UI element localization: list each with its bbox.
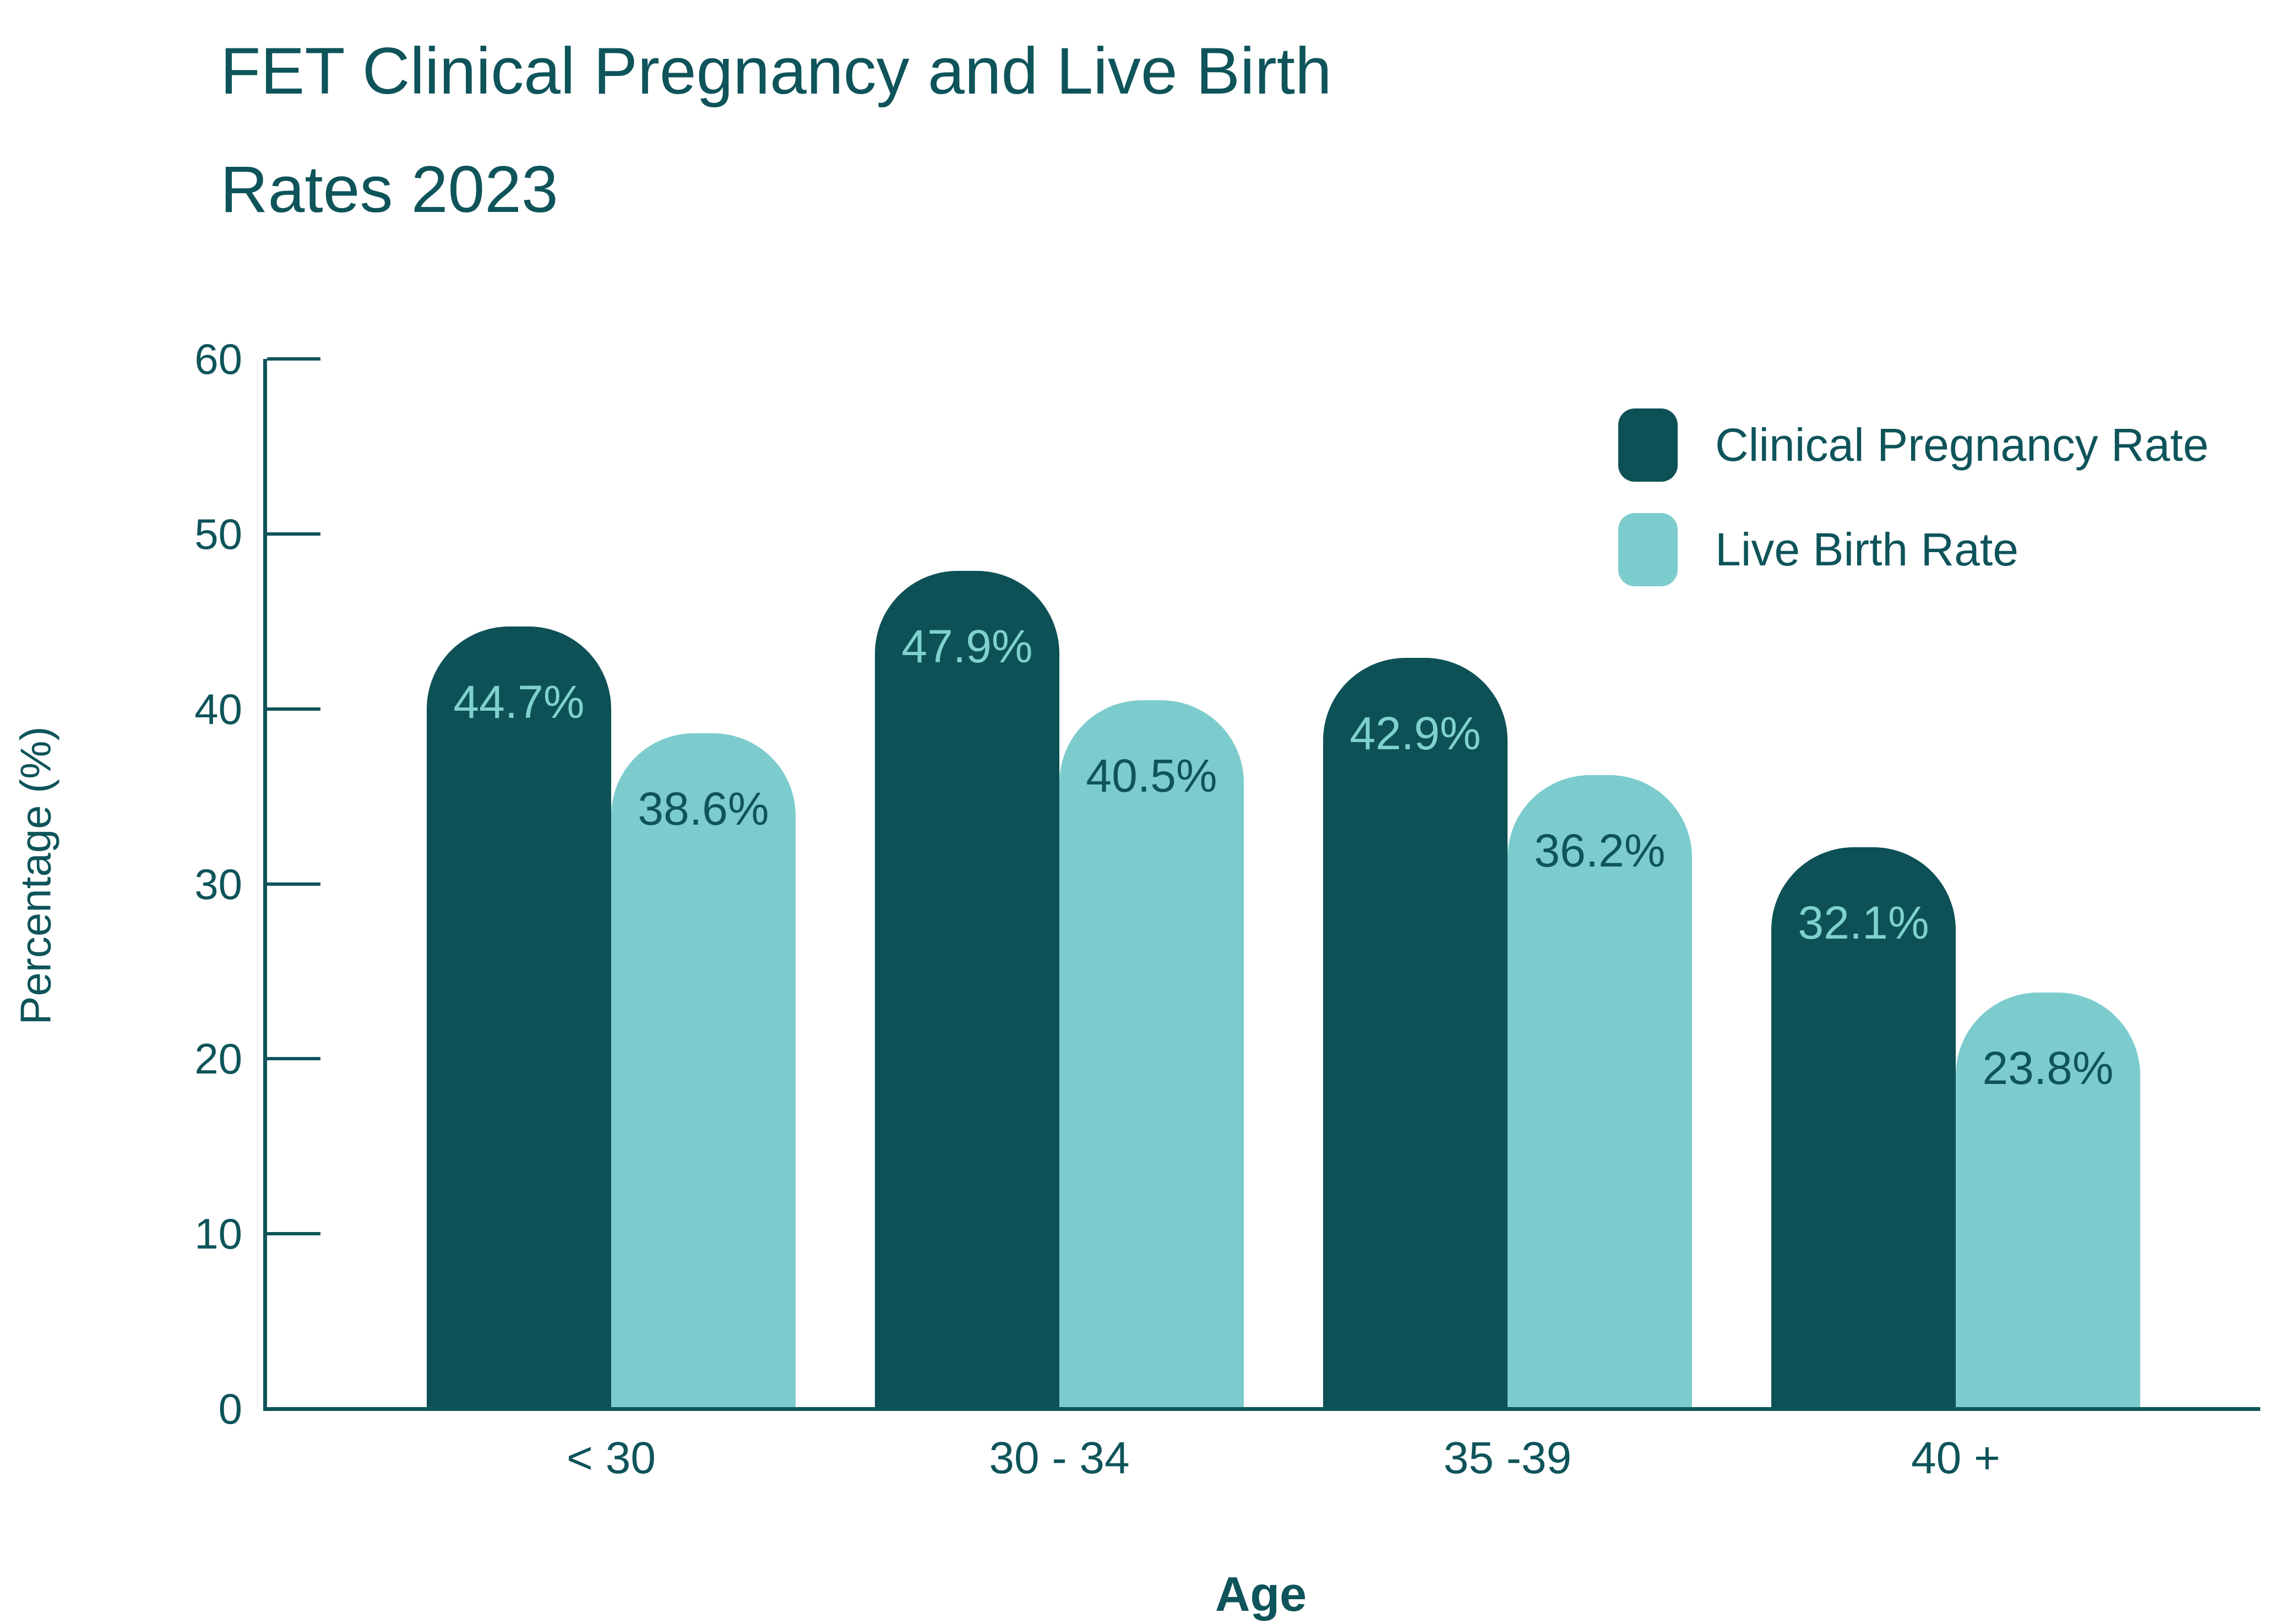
bar-live-birth: 23.8% [1956, 992, 2140, 1409]
chart-title-line2: Rates 2023 [220, 152, 558, 226]
x-category-label: 30 - 34 [989, 1433, 1130, 1483]
y-tick-50 [267, 532, 320, 536]
y-tick-label-0: 0 [218, 1385, 242, 1433]
bar-value-label: 36.2% [1534, 825, 1666, 877]
y-tick-10 [267, 1232, 320, 1236]
legend-swatch-live-birth-icon [1618, 513, 1678, 586]
y-tick-label-40: 40 [194, 684, 242, 733]
x-category-label: < 30 [567, 1433, 656, 1483]
y-tick-40 [267, 707, 320, 711]
bar-value-label: 40.5% [1086, 749, 1217, 802]
bar-value-label: 42.9% [1350, 707, 1481, 760]
bar-live-birth: 36.2% [1508, 775, 1692, 1409]
legend-label-clinical-pregnancy: Clinical Pregnancy Rate [1715, 419, 2209, 471]
y-tick-label-60: 60 [194, 335, 242, 383]
y-tick-label-10: 10 [194, 1209, 242, 1258]
bar-clinical-pregnancy: 47.9% [875, 570, 1059, 1409]
bar-clinical-pregnancy: 32.1% [1771, 847, 1956, 1409]
bar-value-label: 32.1% [1798, 896, 1929, 949]
bar-value-label: 23.8% [1982, 1042, 2114, 1094]
y-tick-60 [267, 357, 320, 361]
bar-clinical-pregnancy: 42.9% [1323, 658, 1508, 1409]
x-category-label: 40 + [1911, 1433, 2000, 1483]
legend-item-live-birth: Live Birth Rate [1618, 513, 2208, 586]
bar-value-label: 38.6% [638, 783, 769, 835]
legend-item-clinical-pregnancy: Clinical Pregnancy Rate [1618, 408, 2208, 482]
chart-title: FET Clinical Pregnancy and Live Birth Ra… [220, 12, 1332, 249]
bar-value-label: 47.9% [901, 620, 1033, 672]
y-tick-label-50: 50 [194, 509, 242, 558]
y-tick-30 [267, 882, 320, 886]
y-axis-title: Percentage (%) [11, 726, 60, 1025]
bar-clinical-pregnancy: 44.7% [427, 626, 611, 1409]
bar-live-birth: 40.5% [1059, 700, 1244, 1409]
y-axis-line [263, 359, 267, 1411]
x-axis-title: Age [1215, 1567, 1307, 1621]
legend: Clinical Pregnancy Rate Live Birth Rate [1618, 408, 2208, 618]
legend-swatch-clinical-pregnancy-icon [1618, 408, 1678, 482]
y-tick-label-30: 30 [194, 859, 242, 908]
x-category-label: 35 -39 [1443, 1433, 1572, 1483]
bar-value-label: 44.7% [453, 676, 585, 728]
y-tick-label-20: 20 [194, 1034, 242, 1083]
bar-live-birth: 38.6% [611, 733, 796, 1409]
legend-label-live-birth: Live Birth Rate [1715, 524, 2019, 575]
chart-title-line1: FET Clinical Pregnancy and Live Birth [220, 34, 1332, 108]
y-tick-20 [267, 1057, 320, 1061]
x-axis-line [263, 1407, 2260, 1411]
